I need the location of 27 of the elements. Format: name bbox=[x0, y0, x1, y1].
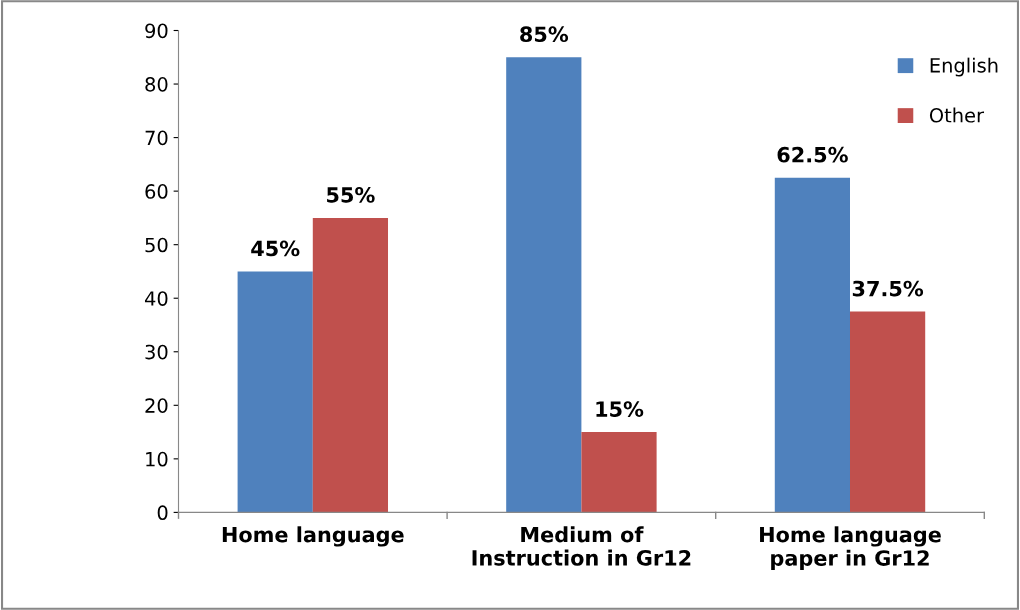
bar bbox=[774, 177, 850, 513]
y-tick-label: 40 bbox=[144, 291, 168, 306]
bar bbox=[506, 57, 582, 513]
x-tick-label: Medium of Instruction in Gr12 bbox=[472, 526, 691, 566]
legend-label: English bbox=[930, 57, 998, 77]
data-label: 55% bbox=[327, 187, 375, 203]
data-label: 85% bbox=[520, 26, 569, 43]
y-tick-label: 20 bbox=[145, 398, 168, 413]
data-label: 45% bbox=[251, 240, 300, 257]
legend-label: Other bbox=[929, 107, 985, 123]
bar bbox=[237, 271, 313, 513]
x-tick-label: Home language paper in Gr12 bbox=[760, 526, 941, 570]
y-tick-label: 10 bbox=[146, 451, 168, 467]
y-tick-label: 30 bbox=[145, 344, 168, 360]
y-tick-label: 90 bbox=[145, 23, 168, 39]
y-tick-label: 80 bbox=[145, 77, 168, 92]
bar bbox=[581, 432, 657, 513]
y-tick-label: 60 bbox=[145, 184, 168, 199]
data-label: 62.5% bbox=[777, 146, 848, 163]
data-label: 37.5% bbox=[852, 280, 924, 297]
bar bbox=[850, 311, 926, 513]
y-tick-label: 0 bbox=[157, 505, 168, 521]
y-tick-label: 70 bbox=[145, 130, 168, 146]
bar bbox=[312, 217, 389, 513]
y-tick-label: 50 bbox=[145, 237, 168, 253]
x-tick-label: Home language bbox=[222, 526, 404, 547]
data-label: 15% bbox=[596, 401, 644, 417]
